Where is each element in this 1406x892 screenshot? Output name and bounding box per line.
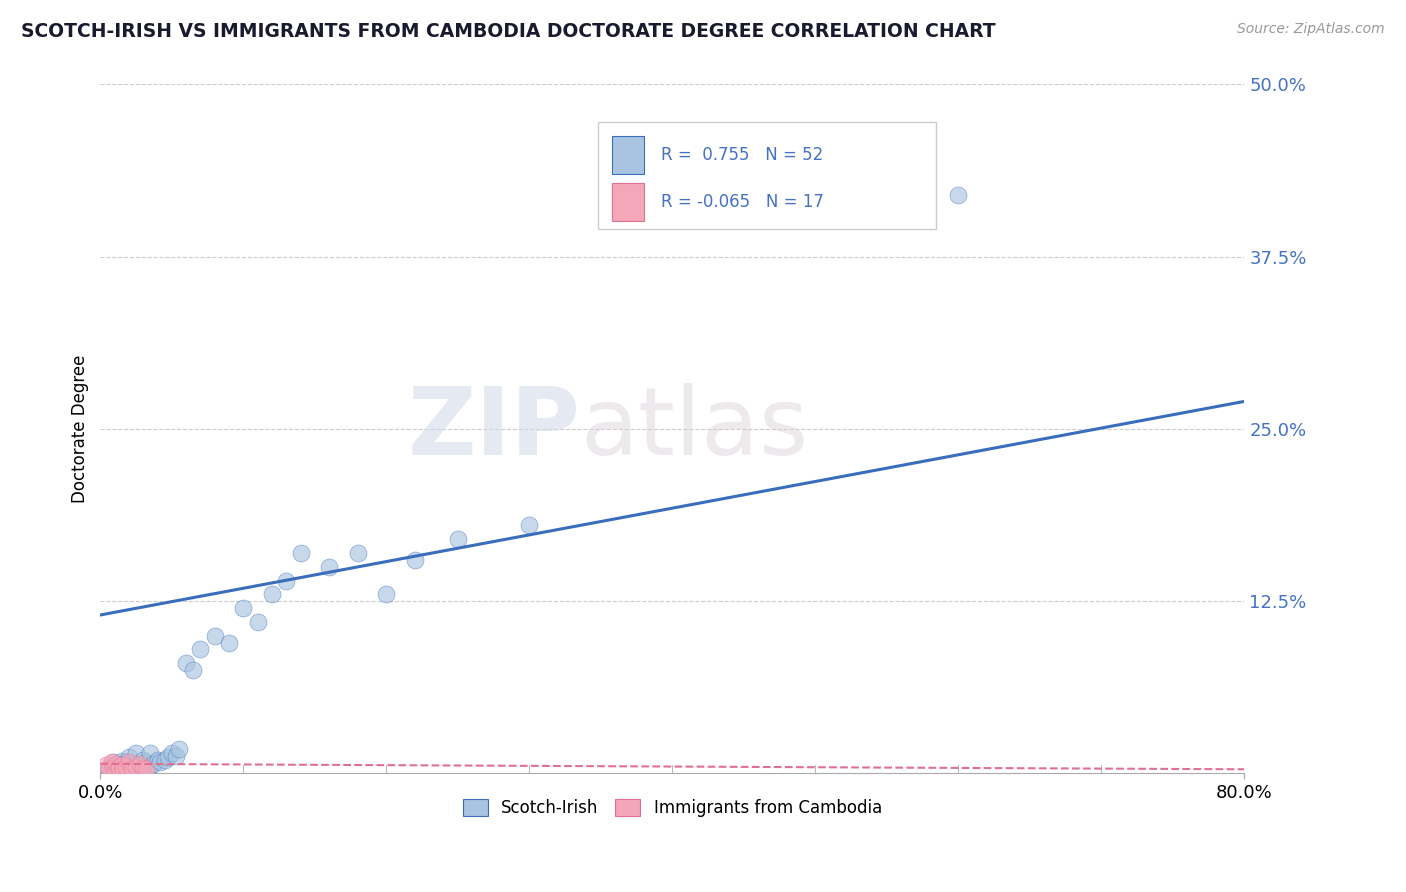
Point (111, 761, 134, 775)
Point (117, 761, 139, 775)
Point (153, 753, 176, 767)
Point (111, 754, 134, 768)
Point (98, 759, 121, 773)
Point (132, 761, 155, 775)
Point (105, 756, 128, 771)
Point (156, 750, 179, 764)
Point (94, 758, 117, 772)
Y-axis label: Doctorate Degree: Doctorate Degree (72, 355, 89, 503)
Point (290, 546, 312, 560)
Point (160, 746, 183, 760)
Point (129, 756, 152, 771)
Point (276, 574, 298, 588)
Point (96, 762, 118, 776)
Point (122, 762, 145, 776)
Point (121, 762, 143, 776)
Text: ZIP: ZIP (408, 383, 581, 475)
Point (125, 759, 148, 773)
Point (97, 762, 120, 776)
Text: R =  0.755   N = 52: R = 0.755 N = 52 (661, 145, 823, 164)
Point (107, 762, 129, 776)
Point (125, 746, 148, 760)
Point (108, 759, 131, 773)
Point (108, 756, 131, 771)
Point (138, 759, 160, 773)
Point (118, 750, 141, 764)
FancyBboxPatch shape (598, 122, 935, 229)
Point (149, 756, 172, 770)
Point (447, 532, 470, 546)
Point (165, 748, 187, 763)
FancyBboxPatch shape (612, 183, 644, 221)
Point (318, 559, 340, 574)
Point (174, 656, 197, 670)
Point (121, 759, 143, 773)
Point (107, 762, 129, 776)
Legend: Scotch-Irish, Immigrants from Cambodia: Scotch-Irish, Immigrants from Cambodia (456, 792, 889, 823)
Point (135, 762, 157, 776)
Text: atlas: atlas (581, 383, 808, 475)
Point (135, 756, 157, 770)
Point (112, 759, 135, 773)
Text: SCOTCH-IRISH VS IMMIGRANTS FROM CAMBODIA DOCTORATE DEGREE CORRELATION CHART: SCOTCH-IRISH VS IMMIGRANTS FROM CAMBODIA… (21, 22, 995, 41)
Point (139, 746, 162, 760)
Point (948, 187, 970, 202)
Point (129, 758, 152, 772)
Point (115, 756, 138, 770)
Point (111, 758, 134, 772)
Point (101, 756, 124, 770)
Point (118, 758, 141, 772)
Point (146, 753, 169, 767)
Text: Source: ZipAtlas.com: Source: ZipAtlas.com (1237, 22, 1385, 37)
Point (115, 759, 138, 773)
Point (181, 663, 204, 677)
Point (103, 756, 125, 770)
Point (132, 753, 155, 767)
Point (375, 587, 398, 601)
Point (519, 518, 541, 533)
Point (232, 601, 254, 615)
Point (114, 762, 136, 776)
Point (104, 764, 127, 778)
Text: R = -0.065   N = 17: R = -0.065 N = 17 (661, 193, 824, 211)
Point (105, 758, 128, 772)
Point (128, 761, 150, 775)
Point (346, 546, 368, 560)
Point (142, 756, 165, 771)
Point (101, 764, 124, 778)
Point (125, 756, 148, 771)
Point (190, 642, 212, 657)
Point (103, 761, 125, 775)
Point (112, 762, 135, 776)
Point (204, 629, 226, 643)
FancyBboxPatch shape (612, 136, 644, 174)
Point (260, 587, 283, 601)
Point (167, 741, 190, 756)
Point (104, 761, 127, 775)
Point (118, 756, 141, 770)
Point (246, 615, 269, 629)
Point (218, 635, 240, 649)
Point (132, 759, 155, 773)
Point (404, 553, 426, 567)
